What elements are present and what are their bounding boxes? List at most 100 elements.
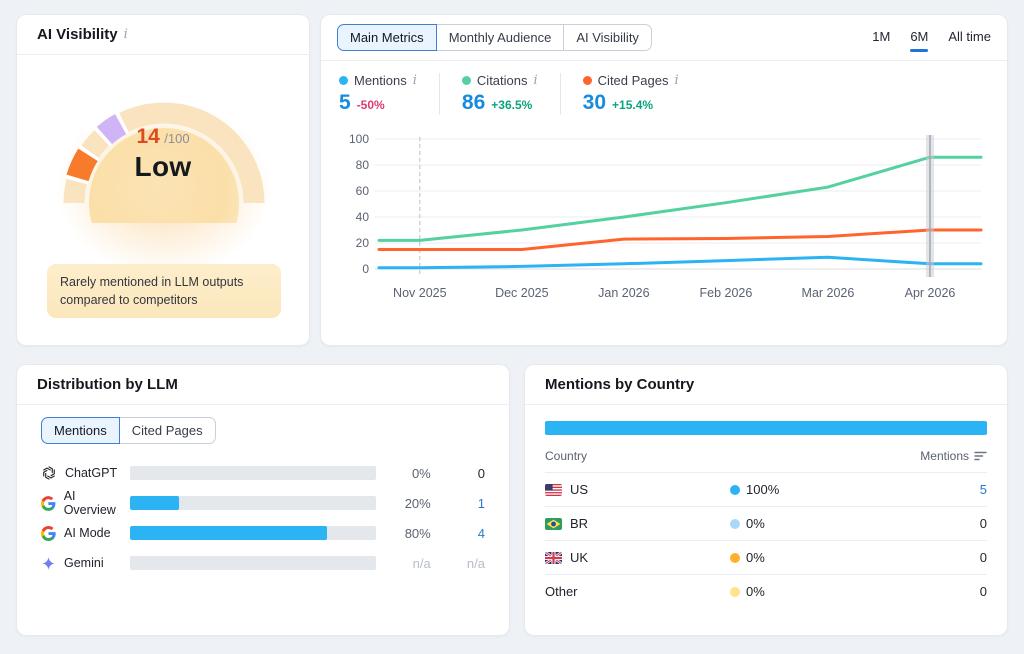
- metric-cited-pages-delta: +15.4%: [612, 98, 654, 112]
- country-pct: 0%: [746, 516, 765, 531]
- range-1m[interactable]: 1M: [872, 29, 891, 44]
- country-row-other[interactable]: Other 0% 0: [545, 574, 987, 608]
- metrics-summary-row: Mentions i 5 -50% Citations i 86 +36.5% …: [321, 61, 1007, 121]
- country-code: US: [570, 482, 589, 497]
- llm-row-ai-overview: AI Overview 20% 1: [41, 488, 485, 518]
- llm-name: Gemini: [64, 556, 104, 570]
- metric-mentions-label: Mentions: [354, 73, 407, 88]
- llm-pct: 80%: [404, 525, 431, 541]
- metric-citations: Citations i 86 +36.5%: [461, 73, 561, 115]
- main-metrics-card: Main Metrics Monthly Audience AI Visibil…: [320, 14, 1008, 346]
- metric-citations-label: Citations: [476, 73, 528, 88]
- country-dot: [730, 484, 740, 495]
- svg-text:80: 80: [356, 158, 370, 172]
- metric-mentions-delta: -50%: [356, 98, 385, 112]
- ai-visibility-header: AI Visibility i: [17, 15, 309, 55]
- svg-text:Nov 2025: Nov 2025: [393, 286, 447, 300]
- metric-mentions-value: 5: [339, 91, 351, 114]
- llm-row-ai-mode: AI Mode 80% 4: [41, 518, 485, 548]
- gauge-score: 14: [136, 125, 160, 148]
- country-count[interactable]: 5: [979, 482, 987, 497]
- col-mentions: Mentions: [920, 449, 969, 463]
- country-title: Mentions by Country: [545, 376, 695, 393]
- country-stacked-bar: [545, 421, 987, 435]
- country-code: UK: [570, 550, 589, 565]
- svg-text:60: 60: [356, 184, 370, 198]
- svg-text:40: 40: [356, 210, 370, 224]
- country-pct: 0%: [746, 584, 765, 599]
- svg-text:Jan 2026: Jan 2026: [598, 286, 649, 300]
- tab-monthly-audience[interactable]: Monthly Audience: [435, 24, 565, 51]
- llm-bar-fill: [129, 496, 180, 510]
- country-count: 0: [979, 584, 987, 599]
- distribution-title: Distribution by LLM: [37, 376, 178, 393]
- country-table-header: Country Mentions: [545, 449, 987, 472]
- llm-row-chatgpt: ChatGPT 0% 0: [41, 458, 485, 488]
- country-row-br[interactable]: BR 0% 0: [545, 506, 987, 540]
- info-icon[interactable]: i: [412, 73, 417, 88]
- gauge-level: Low: [134, 151, 192, 182]
- gauge-text: 14 /100 Low: [17, 125, 309, 183]
- distribution-header: Distribution by LLM: [17, 365, 509, 405]
- col-country[interactable]: Country: [545, 449, 588, 463]
- svg-text:20: 20: [356, 236, 370, 250]
- llm-pct: 0%: [411, 465, 431, 481]
- country-code: Other: [545, 584, 578, 599]
- metric-citations-delta: +36.5%: [491, 98, 533, 112]
- distribution-by-llm-card: Distribution by LLM Mentions Cited Pages: [16, 364, 510, 636]
- metric-cited-pages-label: Cited Pages: [597, 73, 669, 88]
- llm-bar-track: [129, 496, 377, 510]
- country-count: 0: [979, 516, 987, 531]
- country-dot: [730, 518, 740, 529]
- metrics-card-header: Main Metrics Monthly Audience AI Visibil…: [321, 15, 1007, 61]
- google-icon: [41, 525, 56, 541]
- metric-cited-pages: Cited Pages i 30 +15.4%: [582, 73, 701, 115]
- google-icon: [41, 495, 56, 511]
- ai-visibility-title: AI Visibility: [37, 26, 118, 43]
- llm-bar-track: [129, 466, 377, 480]
- llm-count[interactable]: 4: [477, 525, 485, 541]
- info-icon[interactable]: i: [533, 73, 538, 88]
- svg-text:Mar 2026: Mar 2026: [802, 286, 855, 300]
- info-icon[interactable]: i: [674, 73, 679, 88]
- gauge-score-max: /100: [164, 131, 190, 146]
- info-icon[interactable]: i: [123, 27, 128, 42]
- range-6m[interactable]: 6M: [910, 25, 929, 52]
- gauge-disc: [89, 128, 239, 223]
- llm-row-gemini: Gemini n/a n/a: [41, 548, 485, 578]
- us-flag-icon: [545, 483, 562, 496]
- llm-bar-track: [129, 556, 377, 570]
- metric-citations-value: 86: [461, 91, 486, 114]
- tab-main-metrics[interactable]: Main Metrics: [337, 24, 437, 51]
- svg-text:Apr 2026: Apr 2026: [905, 286, 956, 300]
- llm-name: AI Mode: [64, 526, 111, 540]
- country-code: BR: [570, 516, 589, 531]
- country-row-uk[interactable]: UK 0% 0: [545, 540, 987, 574]
- svg-text:Dec 2025: Dec 2025: [495, 286, 549, 300]
- range-all-time[interactable]: All time: [948, 29, 991, 44]
- sort-desc-icon: [974, 451, 987, 461]
- mentions-dot: [339, 76, 348, 85]
- ai-visibility-gauge: 14 /100 Low Rarely mentioned in LLM outp…: [17, 61, 309, 319]
- country-row-us[interactable]: US 100% 5: [545, 472, 987, 506]
- metric-cited-pages-value: 30: [582, 91, 607, 114]
- mentions-by-country-card: Mentions by Country Country Mentions: [524, 364, 1008, 636]
- tab-ai-visibility[interactable]: AI Visibility: [563, 24, 652, 51]
- country-bar-segment-us: [545, 421, 987, 435]
- llm-pct: n/a: [412, 555, 431, 571]
- chatgpt-icon: [43, 466, 55, 480]
- col-mentions-sort[interactable]: Mentions: [920, 449, 987, 463]
- country-pct: 100%: [746, 482, 780, 497]
- tab-mentions[interactable]: Mentions: [41, 417, 120, 444]
- svg-text:Feb 2026: Feb 2026: [700, 286, 753, 300]
- trend-chart[interactable]: 0 20 40 60 80 100 Nov 2025 Dec 2025 Jan 2026 Feb …: [321, 121, 1007, 310]
- llm-count[interactable]: 0: [477, 465, 485, 481]
- trend-chart-svg: 0 20 40 60 80 100 Nov 2025 Dec 2025 Jan 2026 Feb …: [349, 132, 983, 300]
- citations-dot: [461, 76, 471, 85]
- gauge-tooltip: Rarely mentioned in LLM outputs compared…: [47, 264, 281, 319]
- tab-cited-pages[interactable]: Cited Pages: [118, 417, 216, 444]
- gauge-arc: [63, 102, 265, 223]
- llm-count[interactable]: 1: [477, 495, 485, 511]
- country-header: Mentions by Country: [525, 365, 1007, 405]
- llm-count: n/a: [466, 555, 485, 571]
